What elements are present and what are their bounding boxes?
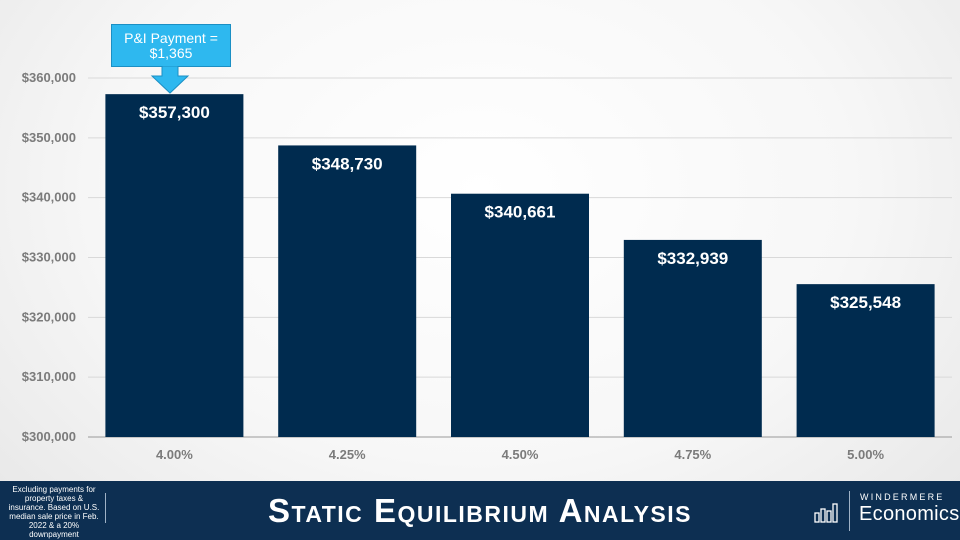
y-tick-label: $350,000 [22,130,76,145]
pi-payment-callout: P&I Payment = $1,365 [111,24,231,67]
bar-data-label: $348,730 [312,154,383,173]
logo-economics: Economics [859,503,960,525]
x-tick-label: 4.50% [502,447,539,462]
y-tick-label: $340,000 [22,190,76,205]
logo-windermere: WINDERMERE [860,492,945,502]
callout-line-1: P&I Payment = [124,29,218,46]
bar [451,193,589,437]
callout-arrow-icon [150,66,190,94]
bar-data-label: $325,548 [830,293,901,312]
bar [623,239,762,437]
callout-line-2: $1,365 [149,44,193,61]
bar-data-label: $340,661 [485,203,556,222]
footer-bar: Excluding payments for property taxes & … [0,481,960,540]
y-tick-label: $360,000 [22,70,76,85]
bar-chart: $300,000 $310,000 $320,000 $330,000 $340,000… [22,70,952,462]
footnote: Excluding payments for property taxes & … [8,485,100,539]
bar-data-label: $357,300 [139,103,210,122]
bar [796,284,935,437]
bar-data-label: $332,939 [657,249,728,268]
x-tick-label: 4.25% [329,447,366,462]
y-tick-label: $310,000 [22,369,76,384]
bar [105,94,244,437]
slide-title: Static Equilibrium Analysis [267,492,693,529]
logo-divider [849,491,850,531]
footer-divider [105,493,106,523]
bar-chart-logo-icon [814,503,838,523]
bar [278,145,417,437]
x-tick-label: 4.75% [674,447,711,462]
x-tick-label: 4.00% [156,447,193,462]
x-tick-label: 5.00% [847,447,884,462]
y-tick-label: $330,000 [22,250,76,265]
y-tick-label: $300,000 [22,429,76,444]
y-tick-label: $320,000 [22,309,76,324]
